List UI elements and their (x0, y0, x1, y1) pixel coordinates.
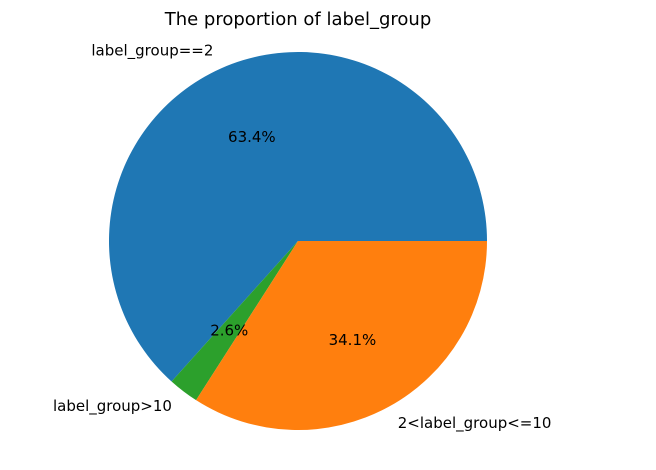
slice-percent-2: 34.1% (329, 331, 377, 349)
pie-slices (108, 51, 487, 430)
pie-labels: label_group==2 63.4% label_group>10 2.6% 2<l… (53, 42, 551, 433)
pie-slice-2 (196, 241, 487, 430)
slice-percent-0: 63.4% (228, 128, 276, 146)
slice-label-0: label_group==2 (91, 42, 213, 61)
slice-label-2: 2<label_group<=10 (398, 414, 552, 433)
slice-label-1: label_group>10 (53, 397, 172, 416)
slice-percent-1: 2.6% (210, 322, 248, 340)
pie-slice-1 (171, 241, 298, 401)
chart-title: The proportion of label_group (164, 9, 432, 30)
pie-slice-0 (108, 51, 487, 382)
